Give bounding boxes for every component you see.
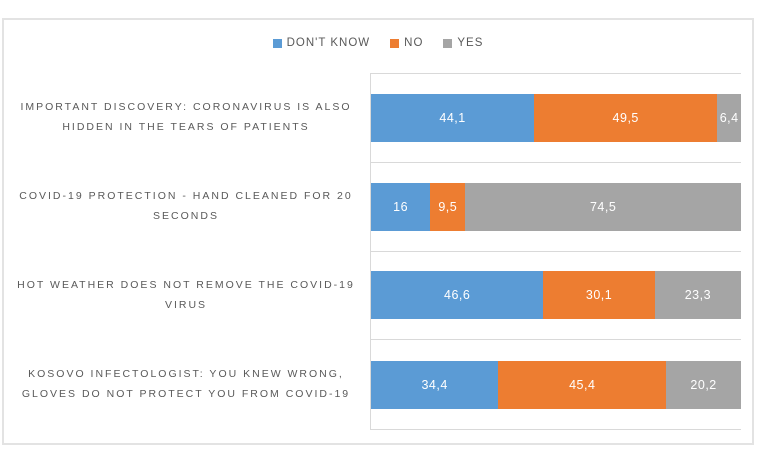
category-label: KOSOVO INFECTOLOGIST: YOU KNEW WRONG, GL… xyxy=(21,368,351,401)
bar-row: 44,1 49,5 6,4 xyxy=(371,74,741,163)
legend-swatch-icon xyxy=(390,38,400,48)
stacked-bar: 44,1 49,5 6,4 xyxy=(371,93,741,142)
chart-frame: DON'T KNOW NO YES IMPORTANT DISCOVERY: COR… xyxy=(2,18,754,445)
bar-segment-no: 30,1 xyxy=(543,271,655,320)
category-label: HOT WEATHER DOES NOT REMOVE THE COVID-19… xyxy=(17,279,355,312)
bar-value-label: 45,4 xyxy=(569,377,596,392)
category-label: IMPORTANT DISCOVERY: CORONAVIRUS IS ALSO… xyxy=(20,100,352,133)
bar-segment-don-t-know: 46,6 xyxy=(371,271,544,320)
stacked-bar: 46,6 30,1 23,3 xyxy=(371,271,741,320)
bar-segment-yes: 23,3 xyxy=(654,271,741,320)
stacked-bar: 16 9,5 74,5 xyxy=(371,182,741,231)
bar-value-label: 23,3 xyxy=(684,288,712,303)
legend-swatch-icon xyxy=(443,38,453,48)
legend-label: NO xyxy=(404,37,424,49)
bar-segment-don-t-know: 44,1 xyxy=(371,93,535,142)
bar-segment-yes: 6,4 xyxy=(717,93,741,142)
bar-value-label: 16 xyxy=(393,199,409,214)
bar-value-label: 46,6 xyxy=(444,288,471,303)
bar-value-label: 20,2 xyxy=(690,377,717,392)
bar-value-label: 9,5 xyxy=(438,199,458,214)
legend-item: NO xyxy=(390,37,423,49)
chart-legend: DON'T KNOW NO YES xyxy=(4,34,752,52)
legend-label: DON'T KNOW xyxy=(286,37,371,49)
bar-segment-no: 9,5 xyxy=(430,182,466,231)
bar-value-label: 49,5 xyxy=(612,110,639,125)
bar-segment-don-t-know: 34,4 xyxy=(371,360,499,409)
bar-value-label: 44,1 xyxy=(439,110,466,125)
category-axis: IMPORTANT DISCOVERY: CORONAVIRUS IS ALSO… xyxy=(6,73,366,430)
stacked-bar: 34,4 45,4 20,2 xyxy=(371,360,741,409)
bar-value-label: 30,1 xyxy=(585,288,613,303)
bar-value-label: 6,4 xyxy=(719,110,739,125)
bar-segment-don-t-know: 16 xyxy=(371,182,431,231)
bar-row: 46,6 30,1 23,3 xyxy=(371,252,741,341)
bar-segment-yes: 74,5 xyxy=(465,182,741,231)
bar-segment-no: 49,5 xyxy=(534,93,718,142)
bar-segment-no: 45,4 xyxy=(498,360,667,409)
bar-segment-yes: 20,2 xyxy=(666,360,741,409)
legend-item: DON'T KNOW xyxy=(272,37,371,49)
plot-area: 44,1 49,5 6,4 16 9,5 74,5 46,6 30,1 23,3 34,4 45,4… xyxy=(370,73,741,430)
legend-swatch-icon xyxy=(272,38,282,48)
bar-row: 34,4 45,4 20,2 xyxy=(371,340,741,429)
category-label: COVID-19 PROTECTION - HAND CLEANED FOR 2… xyxy=(19,189,353,222)
bar-row: 16 9,5 74,5 xyxy=(371,163,741,252)
bar-value-label: 34,4 xyxy=(421,377,448,392)
bar-value-label: 74,5 xyxy=(589,199,617,214)
legend-item: YES xyxy=(443,37,483,49)
legend-label: YES xyxy=(457,37,484,49)
